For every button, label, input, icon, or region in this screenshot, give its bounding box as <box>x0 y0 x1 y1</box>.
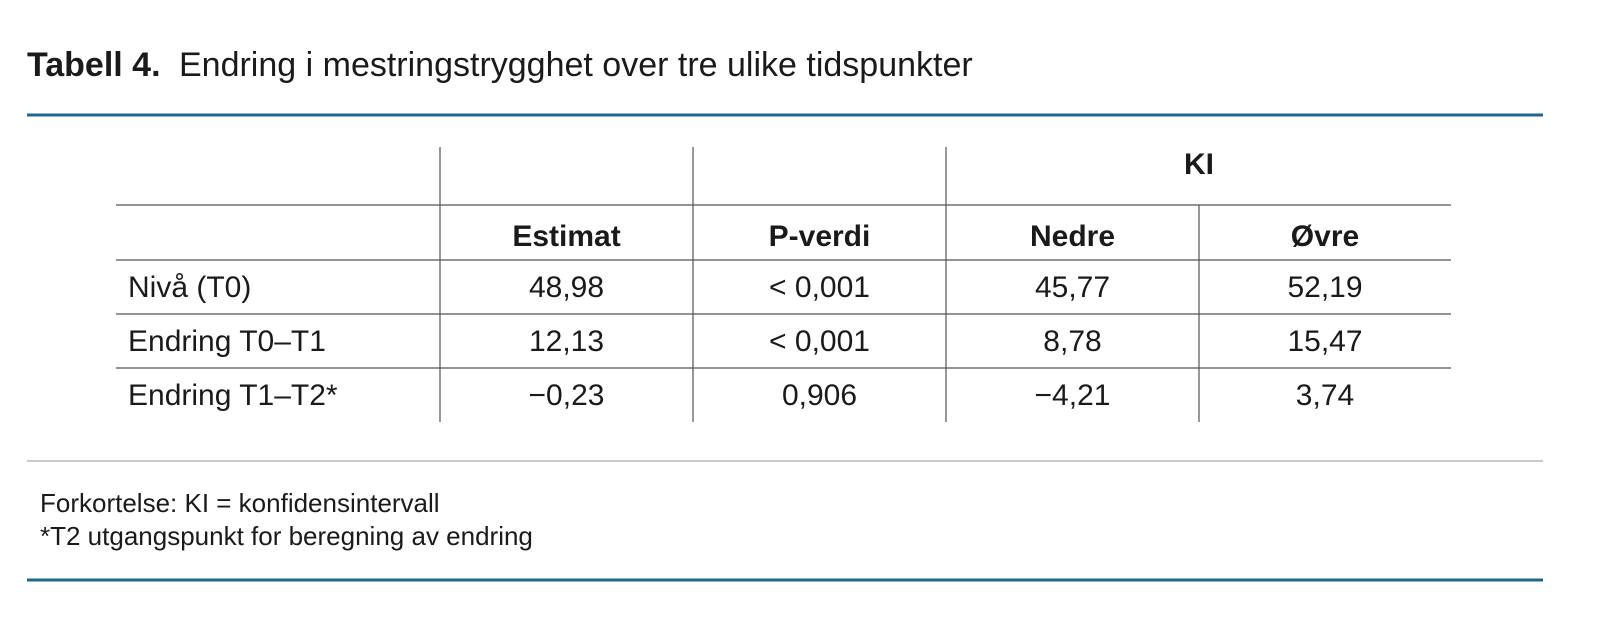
row-label: Endring T1–T2* <box>128 379 338 412</box>
cell: 15,47 <box>1287 325 1362 358</box>
cell: 52,19 <box>1287 271 1362 304</box>
cell: 3,74 <box>1296 379 1354 412</box>
footnote: *T2 utgangspunkt for beregning av endrin… <box>40 521 533 551</box>
cell: 48,98 <box>529 271 604 304</box>
title: Tabell 4. Endring i mestringstrygghet ov… <box>27 46 973 84</box>
cell: 0,906 <box>782 379 857 412</box>
title-label: Tabell 4. <box>27 46 161 84</box>
cell: 45,77 <box>1035 271 1110 304</box>
row-label: Endring T0–T1 <box>128 325 326 358</box>
column-header: Øvre <box>1291 220 1359 253</box>
cell: 8,78 <box>1043 325 1101 358</box>
cell: −0,23 <box>529 379 605 412</box>
cell: −4,21 <box>1035 379 1111 412</box>
cell: < 0,001 <box>769 271 870 304</box>
column-header: Nedre <box>1030 220 1115 253</box>
column-header: Estimat <box>512 220 620 253</box>
title-text: Endring i mestringstrygghet over tre uli… <box>179 46 973 84</box>
cell: < 0,001 <box>769 325 870 358</box>
group-header: KI <box>1184 148 1214 181</box>
footnote: Forkortelse: KI = konfidensintervall <box>40 488 440 518</box>
cell: 12,13 <box>529 325 604 358</box>
table-lines <box>116 147 1451 422</box>
column-header: P-verdi <box>769 220 871 253</box>
row-label: Nivå (T0) <box>128 271 251 304</box>
